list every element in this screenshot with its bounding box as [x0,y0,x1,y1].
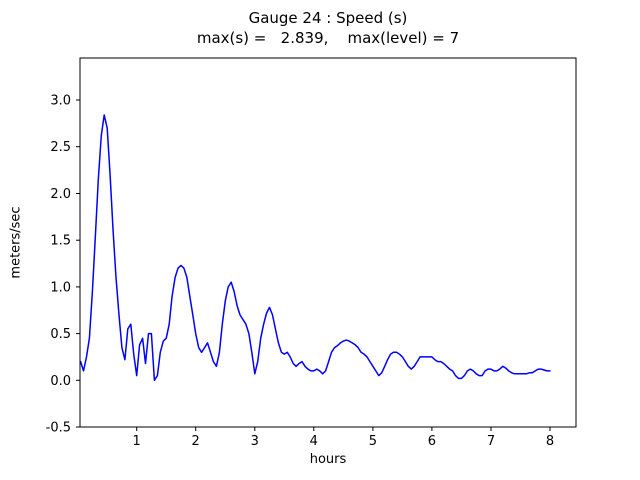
chart-title-block: Gauge 24 : Speed (s) max(s) = 2.839, max… [80,8,576,48]
svg-text:4: 4 [310,434,318,449]
svg-text:8: 8 [546,434,554,449]
svg-text:3: 3 [251,434,259,449]
chart-subtitle: max(s) = 2.839, max(level) = 7 [196,29,460,47]
svg-text:3.0: 3.0 [50,94,71,109]
x-axis-label: hours [309,452,347,467]
y-axis-label: meters/sec [8,206,24,279]
svg-text:2.5: 2.5 [50,140,71,155]
svg-text:1: 1 [133,434,141,449]
svg-text:2.0: 2.0 [50,187,71,202]
svg-text:0.5: 0.5 [50,327,71,342]
svg-text:-0.5: -0.5 [46,421,71,436]
svg-text:5: 5 [369,434,377,449]
svg-text:0.0: 0.0 [50,374,71,389]
svg-text:2: 2 [192,434,200,449]
svg-text:7: 7 [487,434,495,449]
svg-text:1.5: 1.5 [50,234,71,249]
svg-text:1.0: 1.0 [50,280,71,295]
svg-text:6: 6 [428,434,436,449]
chart-title: Gauge 24 : Speed (s) [248,9,408,27]
